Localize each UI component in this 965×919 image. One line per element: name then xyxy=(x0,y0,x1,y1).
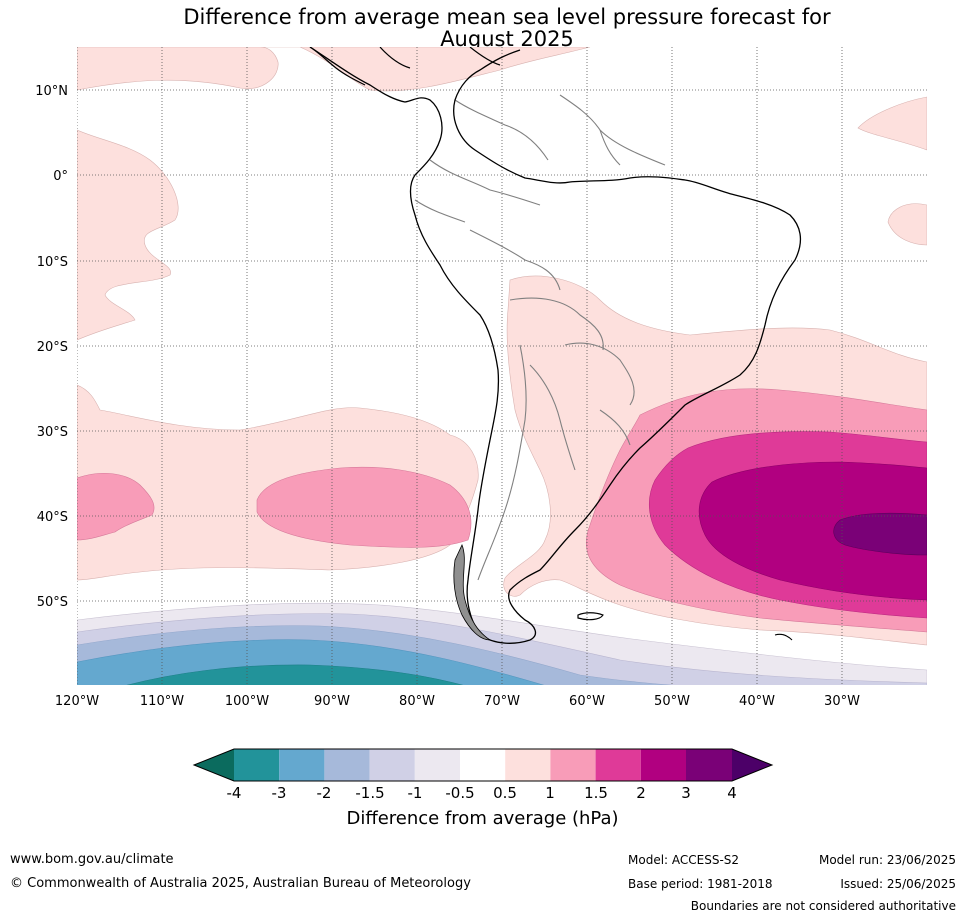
lat-label: 10°S xyxy=(37,255,68,270)
colorbar-outline xyxy=(192,748,774,782)
colorbar-tick-label: 2 xyxy=(636,784,646,802)
lon-label: 80°W xyxy=(399,694,435,709)
lat-label: 0° xyxy=(53,169,68,184)
colorbar-tick-label: -1 xyxy=(408,784,423,802)
colorbar-cell xyxy=(414,749,460,781)
lat-label: 40°S xyxy=(37,510,68,525)
latitude-labels: 10°N 0° 10°S 20°S 30°S 40°S 50°S xyxy=(35,84,68,610)
lon-label: 90°W xyxy=(314,694,350,709)
colorbar-cell xyxy=(595,749,641,781)
south-georgia xyxy=(774,633,793,641)
issued-text: Issued: 25/06/2025 xyxy=(840,877,956,891)
colorbar-cell xyxy=(686,749,732,781)
contour-pos-2 xyxy=(698,461,927,601)
colorbar-tick-label: 1.5 xyxy=(584,784,608,802)
contour-neg-3 xyxy=(126,664,464,685)
colorbar-cell xyxy=(324,749,370,781)
colorbar-cell xyxy=(279,749,325,781)
colorbar-tick-label: 1 xyxy=(545,784,555,802)
colorbar-tick-label: -1.5 xyxy=(355,784,384,802)
copyright-text: © Commonwealth of Australia 2025, Austra… xyxy=(10,876,471,891)
lon-label: 100°W xyxy=(225,694,269,709)
chile-fjords xyxy=(453,543,492,641)
colorbar-tick-label: -0.5 xyxy=(445,784,474,802)
colorbar-tick-label: -2 xyxy=(317,784,332,802)
colorbar-extend-low-arrow xyxy=(194,749,234,781)
lon-label: 70°W xyxy=(484,694,520,709)
map-title-line-1: Difference from average mean sea level p… xyxy=(183,5,831,29)
gridlines xyxy=(77,47,927,685)
lat-label: 10°N xyxy=(35,84,68,99)
contour-pos-0.5-east2 xyxy=(887,203,927,246)
base-period-text: Base period: 1981-2018 xyxy=(628,877,773,891)
lon-label: 110°W xyxy=(140,694,184,709)
model-run-text: Model run: 23/06/2025 xyxy=(818,853,956,867)
map-title-line-2: August 2025 xyxy=(440,27,574,51)
falklands xyxy=(577,612,604,621)
boundaries-disclaimer: Boundaries are not considered authoritat… xyxy=(690,899,956,913)
colorbar-tick-label: -4 xyxy=(227,784,242,802)
lat-label: 20°S xyxy=(37,340,68,355)
colorbar-cell xyxy=(460,749,506,781)
website-link[interactable]: www.bom.gov.au/climate xyxy=(10,852,174,867)
lon-label: 60°W xyxy=(569,694,605,709)
colorbar-tick-label: 0.5 xyxy=(493,784,517,802)
colorbar-cell xyxy=(640,749,686,781)
lat-label: 30°S xyxy=(37,425,68,440)
country-borders xyxy=(414,94,666,581)
lon-label: 50°W xyxy=(654,694,690,709)
colorbar-extend-high-arrow xyxy=(732,749,772,781)
lon-label: 30°W xyxy=(824,694,860,709)
lon-label: 40°W xyxy=(739,694,775,709)
longitude-labels: 120°W 110°W 100°W 90°W 80°W 70°W 60°W 50… xyxy=(55,694,860,709)
colorbar-cell xyxy=(369,749,415,781)
colorbar-cell xyxy=(505,749,551,781)
lat-label: 50°S xyxy=(37,595,68,610)
colorbar-cell xyxy=(234,749,280,781)
colorbar-cell xyxy=(550,749,596,781)
colorbar-tick-label: -3 xyxy=(272,784,287,802)
contour-pos-0.5-west xyxy=(77,129,179,341)
colorbar: -4 -3 -2 -1.5 -1 -0.5 0.5 1 1.5 2 3 4 xyxy=(192,748,774,802)
colorbar-title: Difference from average (hPa) xyxy=(346,808,619,829)
contour-pos-1-west xyxy=(77,473,155,541)
central-america-coastline xyxy=(309,47,501,86)
south-america-coastline xyxy=(309,47,802,644)
contour-pos-0.5-east1 xyxy=(857,96,927,151)
contour-pos-1-pacific xyxy=(256,466,472,548)
colorbar-tick-label: 4 xyxy=(727,784,737,802)
contour-pos-3 xyxy=(833,512,927,556)
lon-label: 120°W xyxy=(55,694,99,709)
map-area xyxy=(77,47,927,685)
model-text: Model: ACCESS-S2 xyxy=(628,853,740,867)
colorbar-tick-label: 3 xyxy=(681,784,691,802)
